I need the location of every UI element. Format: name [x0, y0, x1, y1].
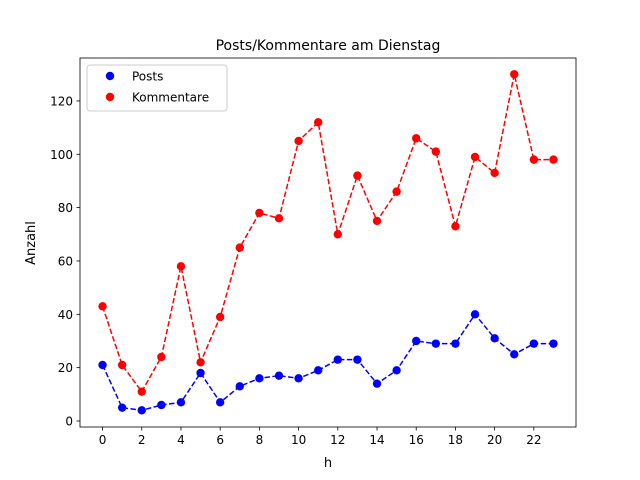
y-tick-label: 100 — [50, 148, 73, 162]
data-point-kommentare — [98, 302, 107, 311]
data-point-posts — [549, 339, 558, 348]
series-line-kommentare — [101, 74, 554, 394]
data-point-kommentare — [392, 187, 401, 196]
chart-title: Posts/Kommentare am Dienstag — [216, 38, 441, 54]
data-point-kommentare — [451, 222, 460, 231]
data-point-posts — [372, 379, 382, 388]
data-point-kommentare — [294, 136, 303, 146]
data-point-kommentare — [255, 208, 264, 218]
data-point-posts — [294, 374, 303, 383]
data-point-posts — [470, 310, 480, 319]
data-point-posts — [412, 336, 421, 346]
data-point-posts — [392, 366, 401, 375]
data-point-kommentare — [137, 387, 146, 396]
data-point-kommentare — [333, 230, 343, 239]
y-tick-label: 120 — [50, 94, 73, 108]
data-point-posts — [510, 350, 519, 359]
y-tick-label: 80 — [58, 201, 73, 215]
data-point-posts — [117, 403, 127, 412]
data-point-posts — [176, 398, 186, 407]
legend: Posts Kommentare — [86, 64, 228, 112]
data-point-kommentare — [313, 118, 323, 127]
data-point-kommentare — [117, 360, 127, 370]
data-point-posts — [255, 374, 264, 383]
x-tick-label: 20 — [487, 433, 502, 447]
legend-label-posts: Posts — [132, 70, 163, 84]
data-point-kommentare — [470, 152, 480, 162]
data-point-posts — [98, 360, 107, 370]
x-tick-label: 22 — [526, 433, 541, 447]
data-point-kommentare — [372, 216, 382, 226]
data-point-kommentare — [431, 147, 441, 156]
data-point-posts — [215, 398, 225, 407]
x-tick-label: 4 — [177, 433, 185, 447]
data-point-posts — [157, 400, 166, 410]
data-point-kommentare — [412, 134, 421, 143]
data-point-kommentare — [235, 243, 244, 252]
data-point-kommentare — [157, 352, 166, 362]
data-point-kommentare — [196, 358, 205, 367]
x-tick-label: 10 — [291, 433, 306, 447]
data-point-kommentare — [353, 171, 362, 180]
y-tick-label: 60 — [58, 254, 73, 268]
x-tick-label: 8 — [256, 433, 264, 447]
x-tick-label: 6 — [216, 433, 224, 447]
x-tick-label: 12 — [330, 433, 345, 447]
data-point-posts — [196, 368, 205, 378]
data-point-kommentare — [176, 262, 186, 271]
data-point-posts — [313, 366, 323, 375]
x-tick-label: 2 — [138, 433, 146, 447]
y-axis-label: Anzahl — [24, 221, 39, 265]
legend-label-kommentare: Kommentare — [132, 91, 209, 105]
data-point-posts — [333, 355, 343, 364]
y-tick-label: 40 — [58, 308, 73, 322]
data-point-posts — [451, 339, 460, 348]
data-point-posts — [137, 406, 146, 415]
axes-frame — [79, 57, 577, 428]
data-point-posts — [353, 355, 362, 364]
y-tick-label: 20 — [58, 361, 73, 375]
x-tick-label: 18 — [448, 433, 463, 447]
data-point-kommentare — [215, 312, 225, 322]
series-line-posts — [101, 313, 554, 412]
data-point-kommentare — [510, 70, 519, 79]
y-tick-label: 0 — [65, 414, 73, 428]
legend-marker-posts — [105, 71, 115, 81]
x-tick-label: 14 — [369, 433, 384, 447]
data-point-kommentare — [549, 155, 558, 164]
x-axis-label: h — [324, 456, 332, 471]
plot-area: 0 2 4 6 8 10 12 14 16 18 20 22 0 20 40 60 80 100 120 — [50, 57, 577, 447]
data-point-posts — [235, 382, 244, 391]
x-tick-label: 16 — [409, 433, 424, 447]
data-point-kommentare — [529, 155, 539, 164]
data-point-posts — [274, 371, 284, 380]
x-tick-label: 0 — [99, 433, 107, 447]
data-point-posts — [431, 339, 441, 348]
data-point-posts — [490, 334, 499, 343]
legend-marker-kommentare — [105, 92, 115, 102]
data-point-posts — [529, 339, 539, 348]
data-point-kommentare — [274, 214, 284, 223]
legend-box — [86, 64, 228, 112]
data-point-kommentare — [490, 168, 499, 178]
